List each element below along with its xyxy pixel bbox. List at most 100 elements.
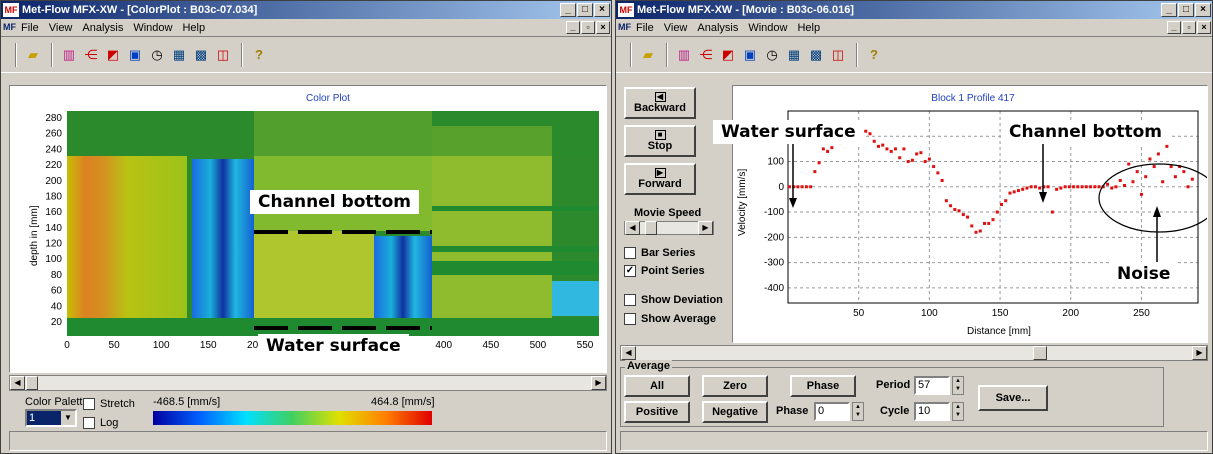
data-point <box>787 185 791 189</box>
table-icon[interactable]: ▦ <box>787 46 801 62</box>
data-point <box>804 185 808 189</box>
doc-minimize-button[interactable]: _ <box>1167 21 1181 34</box>
menu-view[interactable]: View <box>663 21 688 34</box>
menu-analysis[interactable]: Analysis <box>697 21 739 34</box>
phase-field[interactable]: 0 <box>814 402 850 421</box>
period-spinner[interactable]: ▲ ▼ <box>952 376 964 395</box>
bars-icon[interactable]: ▥ <box>677 46 691 62</box>
show-deviation-checkbox[interactable]: Show Deviation <box>624 294 723 306</box>
forward-button[interactable]: ▶ Forward <box>624 163 696 195</box>
table-icon[interactable]: ▦ <box>172 46 186 62</box>
doc-restore-button[interactable]: ▫ <box>581 21 595 34</box>
scroll-left-icon[interactable]: ◀ <box>10 376 25 390</box>
menu-help[interactable]: Help <box>182 21 206 34</box>
doc-close-button[interactable]: × <box>1197 21 1211 34</box>
colorplot-icon[interactable]: ▣ <box>128 46 142 62</box>
cycle-field[interactable]: 10 <box>914 402 950 421</box>
doc-close-button[interactable]: × <box>596 21 610 34</box>
menu-bar: MF File View Analysis Window Help _ ▫ × <box>1 19 611 37</box>
window-icon[interactable]: ◫ <box>831 46 845 62</box>
speed-right-icon[interactable]: ▶ <box>698 221 713 235</box>
stripe-1 <box>432 206 599 211</box>
toolbar-separator <box>15 42 17 67</box>
data-point <box>1016 189 1020 193</box>
data-point <box>868 132 872 136</box>
data-point <box>1144 175 1148 179</box>
menu-window[interactable]: Window <box>748 21 788 34</box>
x-tick-label: 50 <box>853 308 865 319</box>
menu-help[interactable]: Help <box>797 21 821 34</box>
horizontal-scrollbar[interactable]: ◀ ▶ <box>9 375 607 391</box>
clock-icon[interactable]: ◷ <box>151 46 163 62</box>
close-button[interactable]: × <box>594 3 610 17</box>
stop-button[interactable]: ■ Stop <box>624 125 696 157</box>
doc-restore-button[interactable]: ▫ <box>1182 21 1196 34</box>
minimize-button[interactable]: _ <box>1161 3 1177 17</box>
data-point <box>987 221 991 225</box>
chart-icon[interactable]: ◩ <box>721 46 735 62</box>
bar-series-checkbox[interactable]: Bar Series <box>624 247 695 259</box>
show-average-checkbox[interactable]: Show Average <box>624 313 716 325</box>
window-icon[interactable]: ◫ <box>216 46 230 62</box>
open-folder-icon[interactable]: ▰ <box>643 46 653 62</box>
menu-window[interactable]: Window <box>133 21 173 34</box>
save-button[interactable]: Save... <box>978 385 1048 411</box>
all-button[interactable]: All <box>624 375 690 397</box>
speed-thumb[interactable] <box>645 221 657 235</box>
chevron-down-icon[interactable]: ▼ <box>61 411 75 425</box>
clock-icon[interactable]: ◷ <box>766 46 778 62</box>
palette-select[interactable]: 1 ▼ <box>25 409 77 427</box>
menu-file[interactable]: File <box>636 21 654 34</box>
doc-minimize-button[interactable]: _ <box>566 21 580 34</box>
scroll-thumb[interactable] <box>1033 346 1047 360</box>
arrow-bottom-head <box>1039 192 1047 203</box>
menu-file[interactable]: File <box>21 21 39 34</box>
colorplot-x-tick: 550 <box>577 340 594 351</box>
menu-view[interactable]: View <box>48 21 73 34</box>
scroll-left-icon[interactable]: ◀ <box>621 346 636 360</box>
cycle-spinner[interactable]: ▲ ▼ <box>952 402 964 421</box>
backward-button[interactable]: ◀ Backward <box>624 87 696 119</box>
minimize-button[interactable]: _ <box>560 3 576 17</box>
menu-analysis[interactable]: Analysis <box>82 21 124 34</box>
point-series-checkbox[interactable]: ✓ Point Series <box>624 265 705 277</box>
grid-icon[interactable]: ▩ <box>194 46 208 62</box>
phase-spinner[interactable]: ▲ ▼ <box>852 402 864 421</box>
maximize-button[interactable]: □ <box>577 3 593 17</box>
phase-button[interactable]: Phase <box>790 375 856 397</box>
maximize-button[interactable]: □ <box>1178 3 1194 17</box>
negative-button[interactable]: Negative <box>702 401 768 423</box>
log-checkbox[interactable]: Log <box>83 417 118 429</box>
open-folder-icon[interactable]: ▰ <box>28 46 38 62</box>
data-point <box>1055 187 1059 191</box>
profile-icon[interactable]: ⋲ <box>84 46 98 62</box>
help-icon[interactable]: ? <box>255 46 263 62</box>
colorplot-x-tick: 400 <box>435 340 452 351</box>
scroll-thumb[interactable] <box>26 376 38 390</box>
colorplot-y-tick: 200 <box>45 176 62 187</box>
movie-speed-slider[interactable]: ◀ ▶ <box>624 221 714 235</box>
scale-max-label: 464.8 [mm/s] <box>371 396 435 408</box>
status-bar <box>9 431 607 451</box>
scroll-right-icon[interactable]: ▶ <box>591 376 606 390</box>
speed-left-icon[interactable]: ◀ <box>625 221 640 235</box>
period-field[interactable]: 57 <box>914 376 950 395</box>
help-icon[interactable]: ? <box>870 46 878 62</box>
bars-icon[interactable]: ▥ <box>62 46 76 62</box>
data-point <box>978 229 982 233</box>
colorplot-icon[interactable]: ▣ <box>743 46 757 62</box>
data-point <box>809 185 813 189</box>
positive-button[interactable]: Positive <box>624 401 690 423</box>
y-tick-label: -100 <box>764 207 784 218</box>
chart-icon[interactable]: ◩ <box>106 46 120 62</box>
grid-icon[interactable]: ▩ <box>809 46 823 62</box>
zero-button[interactable]: Zero <box>702 375 768 397</box>
stretch-checkbox[interactable]: Stretch <box>83 398 135 410</box>
toolbar: ▰ ▥ ⋲ ◩ ▣ ◷ ▦ ▩ ◫ ? <box>616 37 1212 73</box>
scroll-right-icon[interactable]: ▶ <box>1192 346 1207 360</box>
horizontal-scrollbar[interactable]: ◀ ▶ <box>620 345 1208 361</box>
menu-bar: MF File View Analysis Window Help _ ▫ × <box>616 19 1212 37</box>
data-point <box>1038 186 1042 190</box>
profile-icon[interactable]: ⋲ <box>699 46 713 62</box>
close-button[interactable]: × <box>1195 3 1211 17</box>
